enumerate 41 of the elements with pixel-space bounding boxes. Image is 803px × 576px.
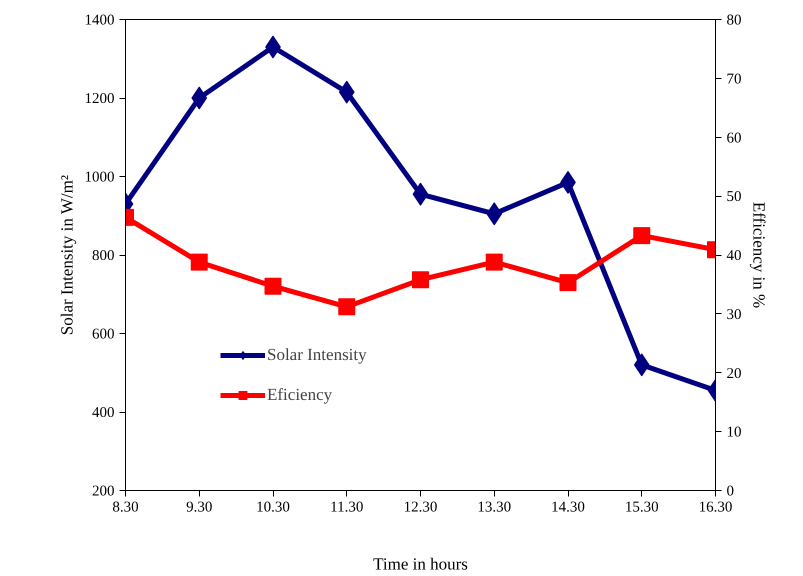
x-tick-label: 9.30 (186, 500, 212, 516)
y2-tick-label: 0 (726, 484, 734, 500)
y2-tick-label: 60 (726, 130, 742, 146)
x-tick-label: 14.30 (551, 500, 585, 516)
y2-axis-title: Efficiency in % (750, 202, 768, 308)
y2-tick-label: 20 (726, 366, 742, 382)
point (338, 80, 355, 104)
y2-tick-label: 70 (726, 71, 742, 88)
y-tick-label: 1000 (84, 170, 114, 186)
y-tick-label: 800 (92, 248, 114, 264)
point (190, 254, 208, 271)
x-tick-label: 15.30 (624, 500, 659, 516)
x-axis-title: Time in hours (373, 554, 468, 574)
y-tick-label: 600 (92, 326, 114, 342)
y-tick-label: 1400 (84, 12, 114, 28)
y-axis-title: Solar Intensity in W/m² (58, 175, 76, 336)
point (486, 254, 503, 271)
point (191, 86, 208, 110)
legend-label: Eficiency (267, 385, 332, 405)
y2-tick-label: 40 (726, 248, 742, 264)
x-tick-label: 12.30 (404, 500, 438, 516)
point (634, 353, 650, 376)
point (633, 227, 650, 244)
point (412, 271, 429, 288)
point (264, 278, 282, 295)
y2-tick-label: 80 (726, 12, 742, 28)
point (560, 274, 576, 292)
x-tick-label: 13.30 (477, 500, 512, 516)
y2-tick-label: 30 (726, 306, 742, 323)
legend-label: Solar Intensity (267, 345, 367, 365)
x-tick-label: 10.30 (256, 500, 290, 516)
y-tick-label: 400 (92, 405, 114, 421)
point (338, 298, 356, 316)
y2-tick-label: 50 (726, 189, 742, 206)
y-tick-label: 1200 (84, 91, 114, 107)
x-tick-label: 11.30 (330, 500, 364, 516)
point (486, 202, 502, 226)
x-tick-label: 16.30 (698, 500, 732, 516)
x-tick-label: 8.30 (112, 500, 139, 516)
y2-tick-label: 10 (726, 424, 742, 441)
y-tick-label: 200 (92, 484, 114, 500)
